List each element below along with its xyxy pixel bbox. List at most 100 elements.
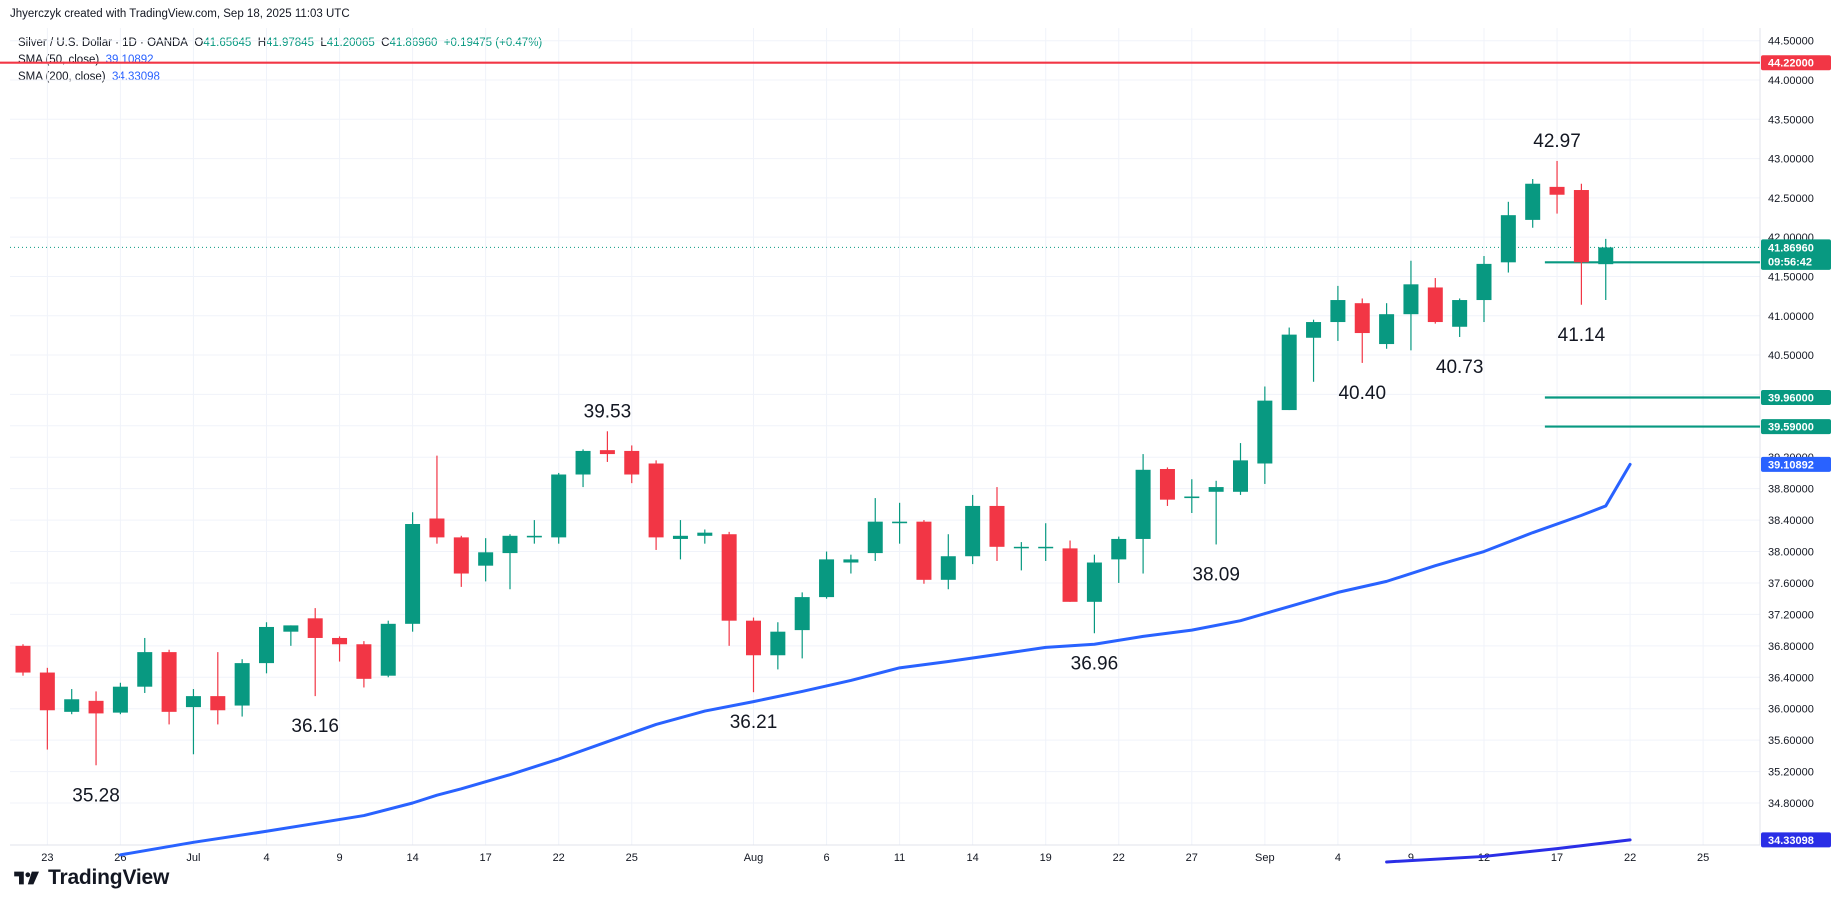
price-axis-tick-label: 43.00000 xyxy=(1768,154,1814,166)
candle-up[interactable] xyxy=(892,521,908,524)
sma-price-badge-label: 39.10892 xyxy=(1768,459,1814,471)
sma-price-badge[interactable] xyxy=(1761,456,1831,472)
candle-down[interactable] xyxy=(161,652,177,712)
candle-up[interactable] xyxy=(1476,263,1492,301)
candle-up[interactable] xyxy=(234,663,250,706)
last-price-badge[interactable] xyxy=(1761,239,1831,270)
candle-up[interactable] xyxy=(478,552,494,566)
candle-down[interactable] xyxy=(453,537,469,574)
candle-up[interactable] xyxy=(1281,334,1297,411)
candle-down[interactable] xyxy=(1573,190,1589,263)
open-label: O xyxy=(194,37,204,49)
candle-up[interactable] xyxy=(551,474,567,538)
candle-up[interactable] xyxy=(672,535,688,539)
candle-up[interactable] xyxy=(1306,322,1322,338)
candle-up[interactable] xyxy=(867,521,883,554)
tradingview-logo-icon xyxy=(14,871,39,885)
candle-up[interactable] xyxy=(1525,183,1541,220)
candle-up[interactable] xyxy=(1598,247,1614,265)
candle-down[interactable] xyxy=(39,672,55,711)
candle-down[interactable] xyxy=(648,463,664,538)
candle-up[interactable] xyxy=(137,652,153,687)
low-label: L xyxy=(320,37,327,49)
candle-up[interactable] xyxy=(502,535,518,554)
level-price-badge[interactable] xyxy=(1761,389,1831,405)
candle-down[interactable] xyxy=(721,534,737,621)
candle-down[interactable] xyxy=(356,644,372,679)
candle-up[interactable] xyxy=(697,532,713,536)
close-value: 41.86960 xyxy=(389,37,438,49)
chart-caption: Jhyerczyk created with TradingView.com, … xyxy=(10,8,350,20)
level-price-badge-label: 44.22000 xyxy=(1768,58,1814,70)
price-axis-tick-label: 36.80000 xyxy=(1768,641,1814,653)
candle-down[interactable] xyxy=(15,645,31,673)
candle-up[interactable] xyxy=(1452,300,1468,327)
time-axis-tick-label: 25 xyxy=(626,852,638,864)
candle-down[interactable] xyxy=(989,505,1005,547)
candle-down[interactable] xyxy=(1549,186,1565,195)
sma50-line xyxy=(118,462,1632,857)
sma-price-badge-label: 34.33098 xyxy=(1768,835,1814,847)
candle-up[interactable] xyxy=(794,597,810,631)
candle-up[interactable] xyxy=(112,686,128,713)
candle-down[interactable] xyxy=(599,450,615,455)
price-axis-tick-label: 37.20000 xyxy=(1768,609,1814,621)
sma-price-badge[interactable] xyxy=(1761,832,1831,848)
candle-up[interactable] xyxy=(1257,400,1273,464)
tradingview-brand[interactable]: TradingView xyxy=(12,866,169,890)
candle-up[interactable] xyxy=(380,623,396,676)
candle-up[interactable] xyxy=(575,450,591,475)
price-axis-tick-label: 38.80000 xyxy=(1768,484,1814,496)
candle-down[interactable] xyxy=(1062,548,1078,602)
candle-up[interactable] xyxy=(1500,215,1516,263)
candle-down[interactable] xyxy=(1354,303,1370,334)
candle-up[interactable] xyxy=(185,696,201,708)
candle-up[interactable] xyxy=(1038,546,1054,549)
price-axis-tick-label: 37.60000 xyxy=(1768,578,1814,590)
time-axis-tick-label: 22 xyxy=(1113,852,1125,864)
candle-down[interactable] xyxy=(332,637,348,645)
candle-down[interactable] xyxy=(307,618,323,638)
level-price-badge[interactable] xyxy=(1761,419,1831,435)
candle-up[interactable] xyxy=(526,535,542,538)
candle-down[interactable] xyxy=(916,521,932,580)
candle-down[interactable] xyxy=(1159,469,1175,500)
candle-up[interactable] xyxy=(1233,460,1248,492)
price-annotation: 41.14 xyxy=(1558,325,1606,346)
candle-up[interactable] xyxy=(1379,314,1395,345)
candle-up[interactable] xyxy=(940,556,956,580)
candle-down[interactable] xyxy=(429,518,445,538)
candle-up[interactable] xyxy=(1111,538,1127,560)
candle-up[interactable] xyxy=(1403,284,1419,315)
candle-up[interactable] xyxy=(1208,487,1224,492)
candle-up[interactable] xyxy=(1135,469,1151,539)
candle-up[interactable] xyxy=(283,625,299,632)
candle-down[interactable] xyxy=(624,450,640,475)
candle-up[interactable] xyxy=(843,559,859,563)
candle-down[interactable] xyxy=(746,620,761,656)
price-axis-tick-label: 42.50000 xyxy=(1768,193,1814,205)
candle-down[interactable] xyxy=(88,700,104,714)
candle-up[interactable] xyxy=(1184,496,1200,499)
price-annotation: 40.40 xyxy=(1338,383,1386,404)
candle-down[interactable] xyxy=(1427,287,1443,323)
candle-down[interactable] xyxy=(210,696,226,711)
time-axis-tick-label: 9 xyxy=(1408,852,1414,864)
candle-up[interactable] xyxy=(1013,546,1029,549)
candle-up[interactable] xyxy=(965,505,981,557)
brand-name: TradingView xyxy=(48,866,170,889)
candle-up[interactable] xyxy=(405,524,421,624)
candle-up[interactable] xyxy=(1086,562,1102,602)
change-value: +0.19475 (+0.47%) xyxy=(443,37,543,49)
symbol-label[interactable]: Silver / U.S. Dollar · 1D · OANDA xyxy=(18,37,188,49)
high-label: H xyxy=(257,37,266,49)
time-axis-tick-label: Aug xyxy=(744,852,764,864)
level-price-badge[interactable] xyxy=(1761,55,1831,71)
candle-up[interactable] xyxy=(819,559,835,598)
candle-up[interactable] xyxy=(770,631,786,656)
candle-up[interactable] xyxy=(259,626,274,664)
candle-up[interactable] xyxy=(64,699,80,712)
candle-up[interactable] xyxy=(1330,300,1346,323)
ohlc-legend-row[interactable]: Silver / U.S. Dollar · 1D · OANDA O41.65… xyxy=(18,35,542,52)
